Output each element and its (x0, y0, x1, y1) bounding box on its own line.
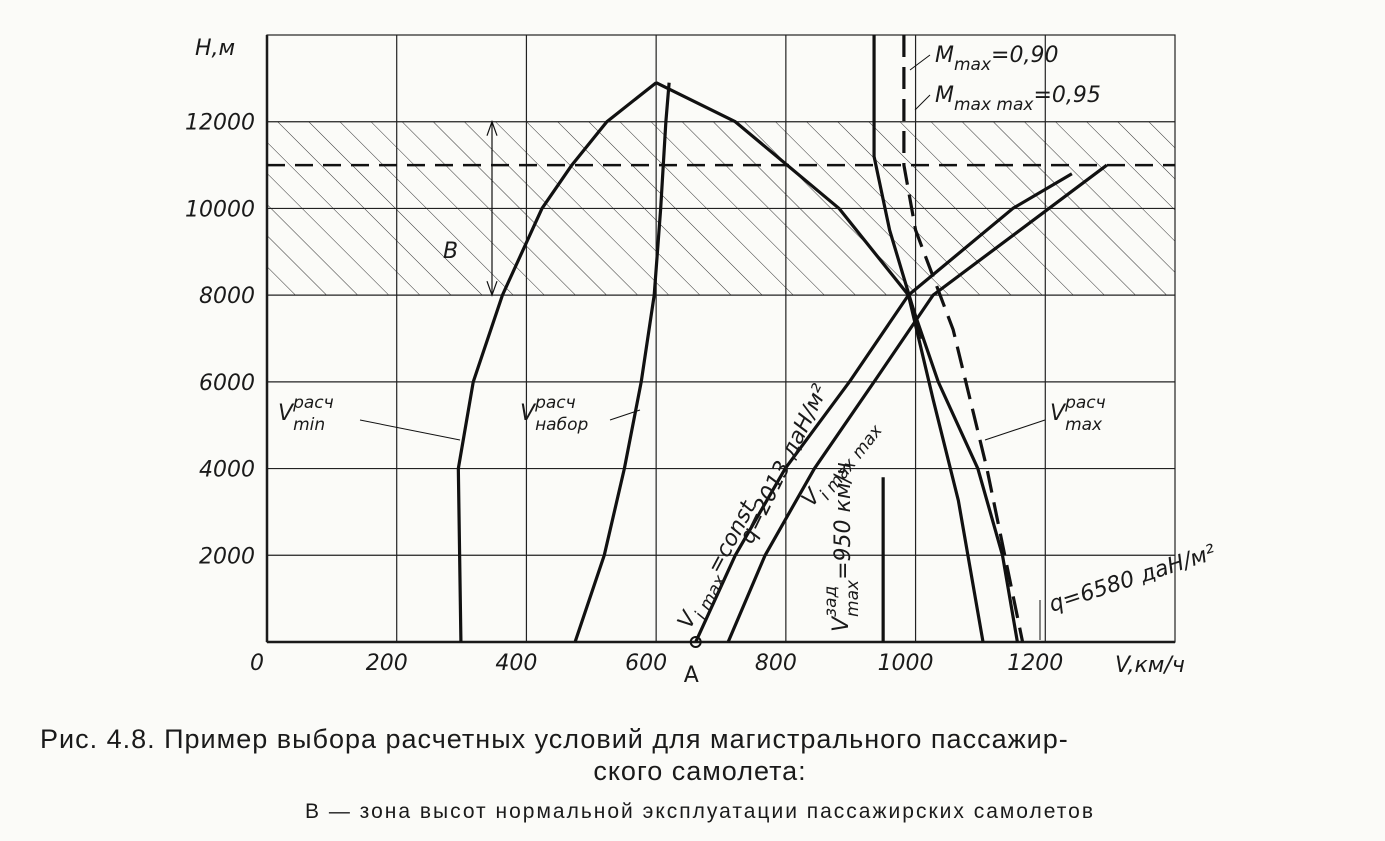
annotation-part: V (1050, 401, 1067, 426)
x-axis-label: V,км/ч (1115, 653, 1185, 678)
caption-line: В — зона высот нормальной эксплуатации п… (305, 800, 1095, 823)
y-tick-label: 8000 (199, 284, 255, 309)
series-line (655, 81, 1019, 643)
x-tick-label: 200 (366, 651, 408, 676)
annotation-part: расч (292, 393, 334, 413)
series-line (694, 172, 1073, 643)
leader-line (984, 419, 1046, 441)
series-line (456, 81, 658, 643)
y-tick-label: 10000 (185, 197, 255, 222)
annotation-part: V (278, 401, 295, 426)
annotation-part: max max (954, 95, 1034, 115)
annotation: q=6580 даН/м² (1046, 540, 1219, 617)
annotation-part: =0,95 (1033, 83, 1100, 108)
x-tick-label: 1200 (1007, 651, 1063, 676)
annotation-part: V (520, 401, 537, 426)
annotation: Mmax=0,90 (935, 43, 1058, 75)
annotation-part: расч (534, 393, 576, 413)
y-tick-label: 12000 (185, 111, 255, 136)
series-line (726, 163, 1108, 643)
series-line (573, 82, 671, 643)
annotation-part: =950 км/ч (831, 462, 856, 580)
series-line (902, 35, 1025, 643)
leader-line (914, 94, 931, 111)
annotation-part: i max (691, 571, 731, 623)
y-tick-label: 6000 (199, 371, 255, 396)
annotation: Vрасч min (278, 393, 334, 435)
annotation-part: max (843, 579, 863, 617)
annotation-part: зад (821, 586, 841, 617)
annotation-part: M (935, 43, 954, 68)
leader-line (609, 409, 641, 421)
annotation-part: =0,90 (991, 43, 1058, 68)
annotation-part: V (829, 615, 854, 632)
y-tick-label: 4000 (199, 458, 255, 483)
annotation-part: набор (535, 415, 588, 435)
zone-label: В (443, 239, 458, 264)
annotation: Vзад max=950 км/ч (821, 462, 863, 632)
caption-line: Рис. 4.8. Пример выбора расчетных услови… (40, 724, 1069, 754)
y-axis-label: Н,м (195, 36, 235, 61)
x-tick-label: 400 (495, 651, 537, 676)
series-line (906, 294, 985, 643)
point-label: A (684, 663, 699, 688)
x-tick-label: 800 (755, 651, 797, 676)
arrow-head (486, 119, 498, 136)
annotation: Mmax max=0,95 (935, 83, 1101, 115)
annotation-part: max (1065, 415, 1103, 435)
leader-line (359, 419, 461, 441)
y-tick-label: 2000 (199, 544, 255, 569)
point (689, 636, 702, 648)
x-tick-label: 1000 (878, 651, 934, 676)
annotation-part: M (935, 83, 954, 108)
series-line (872, 35, 924, 339)
caption-line: ского самолета: (593, 756, 806, 786)
x-tick-label: 0 (250, 651, 264, 676)
annotation-part: расч (1064, 393, 1106, 413)
annotation-part: q=6580 даН/м² (1046, 540, 1219, 617)
arrow-head (486, 280, 498, 297)
leader-line (909, 54, 931, 71)
x-tick-label: 600 (625, 651, 667, 676)
annotation-part: max (954, 55, 992, 75)
annotation: Vрасч max (1050, 393, 1106, 435)
annotation-part: min (293, 415, 325, 435)
frame (266, 34, 1176, 643)
annotation: Vрасч набор (520, 393, 588, 435)
